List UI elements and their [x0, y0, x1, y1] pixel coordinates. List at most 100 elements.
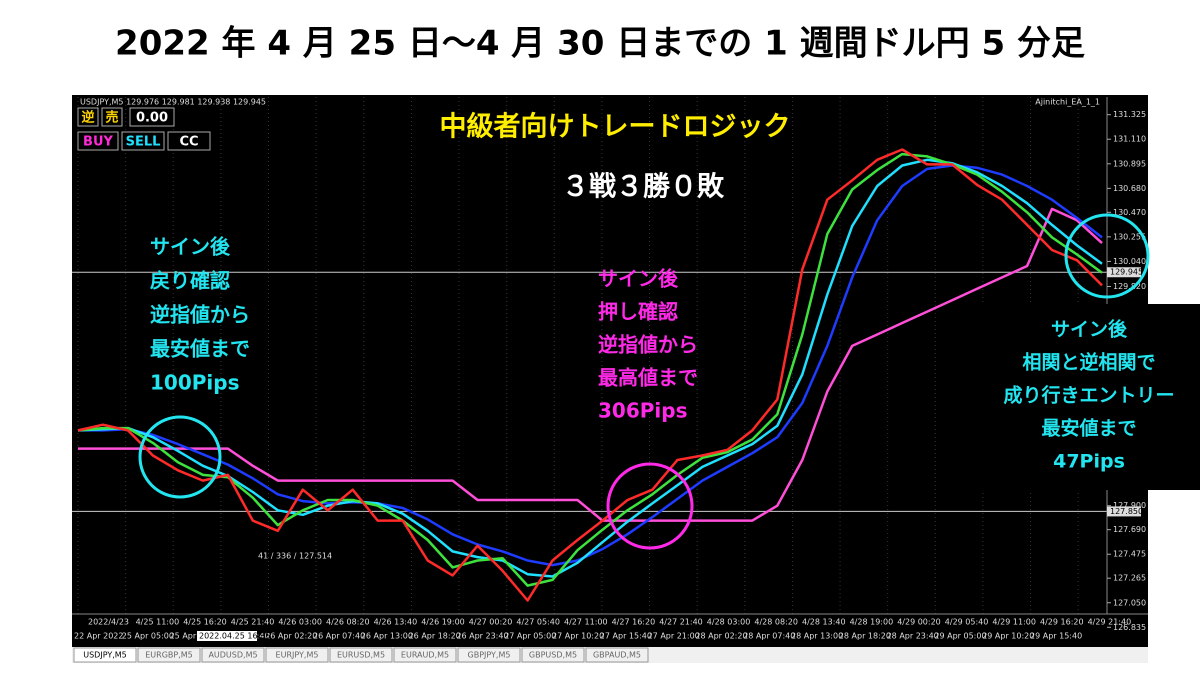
time-label: 29 Apr 05:00	[934, 632, 986, 641]
y-tick-label: 127.900	[1113, 501, 1146, 510]
time-label: 4/29 11:00	[992, 618, 1036, 627]
tab[interactable]	[521, 647, 585, 663]
axis: 131.325 131.110 130.895 130.680 130.470 130.2…	[74, 110, 1146, 641]
time-label: 4/27 00:20	[469, 618, 513, 627]
time-label: 29 Apr 10:20	[982, 632, 1034, 641]
button[interactable]	[101, 107, 123, 127]
tab-label[interactable]: USDJPY,M5	[83, 651, 127, 660]
circle-middle	[606, 462, 694, 550]
button-label[interactable]: SELL	[126, 135, 161, 150]
time-label: 27 Apr 21:00	[648, 632, 700, 641]
tab-label[interactable]: GBPAUD,M5	[593, 651, 641, 660]
plot	[77, 148, 1103, 602]
y-tick-label: 127.475	[1113, 550, 1146, 559]
tab-label[interactable]: GBPJPY,M5	[468, 651, 511, 660]
cursor-time-bg	[197, 631, 257, 641]
cursor-time: 2022.04.25 16:35	[199, 632, 270, 641]
y-tick-label: 130.040	[1113, 257, 1146, 266]
time-label: 4/28 13:40	[802, 618, 846, 627]
time-label: 28 Apr 07:40	[743, 632, 795, 641]
y-tick-label: 129.820	[1113, 282, 1146, 291]
page-title: 2022 年 4 月 25 日〜4 月 30 日までの 1 週間ドル円 5 分足	[115, 24, 1085, 64]
time-label: 4/26 19:00	[421, 618, 465, 627]
button-label[interactable]: CC	[179, 135, 198, 150]
y-tick-label: 131.325	[1113, 110, 1146, 119]
tab-label[interactable]: EURAUD,M5	[401, 651, 449, 660]
time-label: 2022/4/23	[88, 618, 129, 627]
time-label: 27 Apr 15:40	[600, 632, 652, 641]
time-label: 4/25 21:40	[231, 618, 275, 627]
y-tick-label: 127.050	[1113, 598, 1146, 607]
note-left: 逆指値から	[150, 303, 250, 327]
price-label-bg	[1107, 506, 1141, 517]
button[interactable]	[129, 107, 175, 127]
time-label: 25 Apr 05:00	[122, 632, 174, 641]
tab-label[interactable]: EURGBP,M5	[145, 651, 193, 660]
time-label: 26 Apr 02:20	[265, 632, 317, 641]
time-label: 4/26 03:00	[278, 618, 322, 627]
time-label: 28 Apr 18:20	[839, 632, 891, 641]
time-label: 4/27 16:20	[612, 618, 656, 627]
button[interactable]	[77, 131, 119, 151]
time-label: 28 Apr 02:20	[695, 632, 747, 641]
tab[interactable]	[457, 647, 521, 663]
tab-label[interactable]: EURJPY,M5	[276, 651, 319, 660]
note-right: 47Pips	[1053, 451, 1125, 473]
button-label[interactable]: 0.00	[136, 111, 168, 126]
tab[interactable]	[585, 647, 649, 663]
note-left: 最安値まで	[150, 337, 250, 361]
note-left: 100Pips	[150, 371, 239, 395]
y-tick-label: 127.265	[1113, 574, 1146, 583]
button-label[interactable]: BUY	[83, 135, 113, 150]
note-middle: 306Pips	[598, 399, 687, 423]
series-line	[78, 207, 1103, 522]
time-label: 4/26 13:40	[374, 618, 418, 627]
time-label: 4/28 08:20	[754, 618, 798, 627]
time-label: 27 Apr 05:00	[504, 632, 556, 641]
circle-left	[138, 415, 222, 499]
time-label: 4/27 11:00	[564, 618, 608, 627]
right-note-box	[976, 304, 1200, 490]
note-right: 成り行きエントリー	[1003, 384, 1174, 407]
button-label[interactable]: 逆	[81, 110, 94, 126]
y-tick-label: 130.895	[1113, 159, 1146, 168]
time-label: 4/29 16:20	[1040, 618, 1084, 627]
time-label: 4/28 19:00	[850, 618, 894, 627]
tab[interactable]	[393, 647, 457, 663]
note-middle: 逆指値から	[598, 333, 698, 357]
tab-label[interactable]: AUDUSD,M5	[208, 651, 257, 660]
time-label: 29 Apr 15:40	[1030, 632, 1082, 641]
y-tick-label: 131.110	[1113, 135, 1146, 144]
tab[interactable]	[329, 647, 393, 663]
time-label: 26 Apr 13:00	[361, 632, 413, 641]
button-label[interactable]: 売	[105, 110, 118, 126]
y-tick-label: 130.255	[1113, 232, 1146, 241]
series-line	[77, 152, 1103, 587]
tab[interactable]	[265, 647, 329, 663]
time-label: 4/27 05:40	[516, 618, 560, 627]
tab[interactable]	[201, 647, 265, 663]
record: ３戦３勝０敗	[562, 172, 725, 203]
time-label: 27 Apr 10:20	[552, 632, 604, 641]
y-tick-label: 130.470	[1113, 208, 1146, 217]
tab-label[interactable]: GBPUSD,M5	[529, 651, 577, 660]
time-label: 25 Apr 1	[170, 632, 204, 641]
note-right: 最安値まで	[1041, 417, 1136, 440]
tab[interactable]	[137, 647, 201, 663]
ea-name: Ajinitchi_EA_1_1	[1035, 98, 1100, 107]
y-tick-label: 126.835	[1113, 623, 1146, 632]
button[interactable]	[167, 131, 211, 151]
time-label: 4/25 11:00	[136, 618, 180, 627]
series-line	[77, 158, 1103, 578]
tab-label[interactable]: EURUSD,M5	[337, 651, 385, 660]
time-label: 4/29 21:40	[1088, 618, 1132, 627]
button[interactable]	[121, 131, 165, 151]
button[interactable]	[77, 107, 99, 127]
tabs: USDJPY,M5 EURGBP,M5 AUDUSD,M5 EURJPY,M5 EURU…	[73, 647, 649, 663]
tab[interactable]	[73, 647, 137, 663]
time-label: 4/29 05:40	[945, 618, 989, 627]
price-label: 129.945	[1110, 268, 1143, 277]
time-label: 4/29 00:20	[897, 618, 941, 627]
time-label: 4/27 21:40	[659, 618, 703, 627]
